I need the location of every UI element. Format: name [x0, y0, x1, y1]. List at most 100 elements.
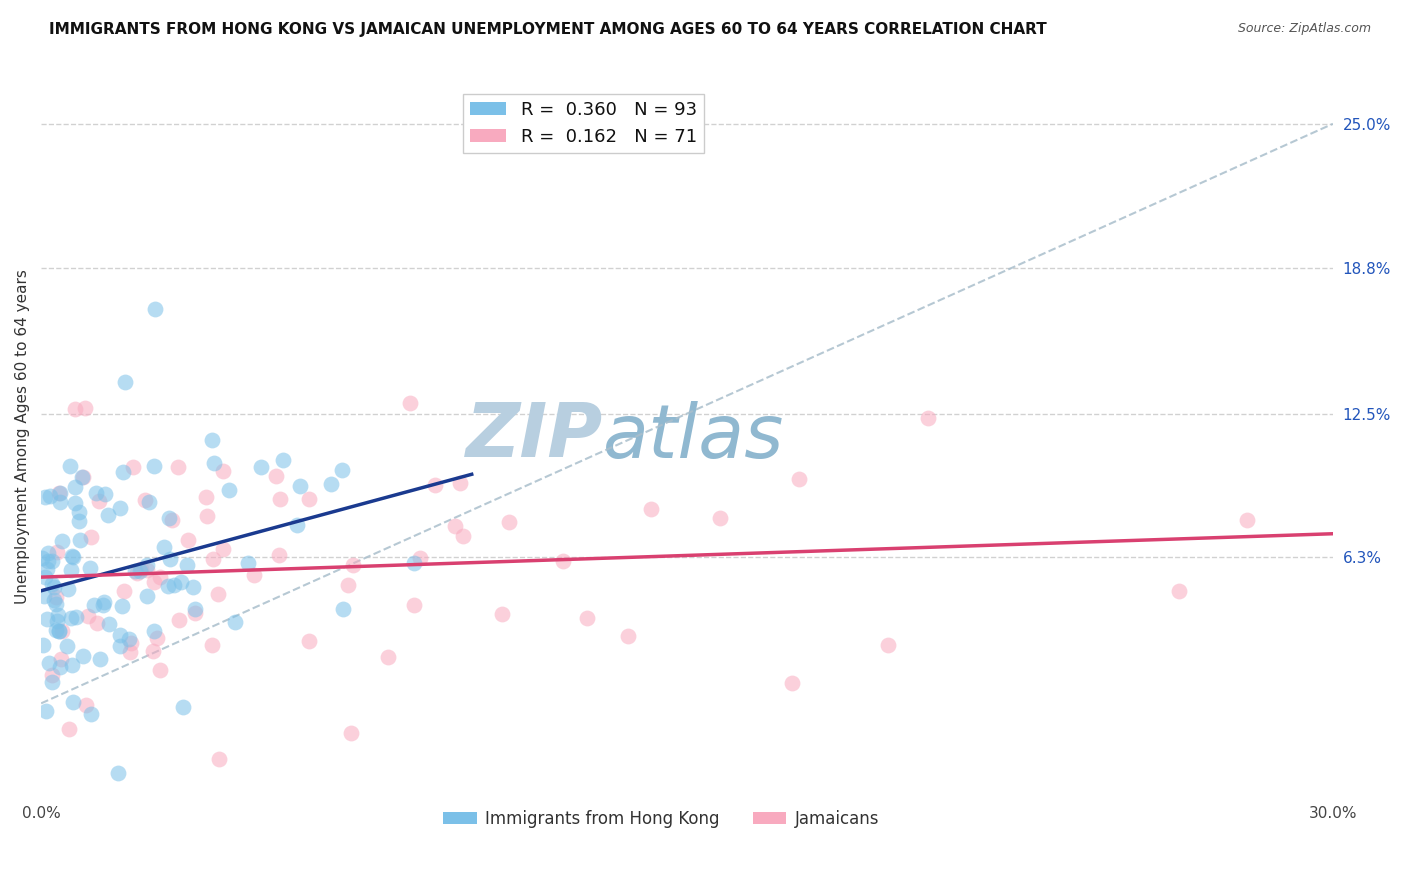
- Point: [181, 581, 204, 595]
- Point: [111, 599, 134, 613]
- Point: [32, 638, 55, 652]
- Point: [166, 460, 188, 475]
- Point: [243, 568, 266, 582]
- Point: [45, 623, 67, 637]
- Point: [38, 656, 60, 670]
- Point: [157, 511, 180, 525]
- Point: [49, 660, 72, 674]
- Point: [211, 541, 233, 556]
- Point: [41, 675, 63, 690]
- Point: [576, 610, 599, 624]
- Point: [49, 494, 72, 508]
- Point: [491, 607, 513, 621]
- Text: ZIP: ZIP: [465, 401, 603, 474]
- Point: [46, 614, 69, 628]
- Point: [107, 765, 129, 780]
- Point: [93, 595, 115, 609]
- Point: [67, 505, 90, 519]
- Point: [84, 486, 107, 500]
- Point: [37, 553, 59, 567]
- Point: [172, 699, 194, 714]
- Point: [118, 645, 141, 659]
- Point: [142, 574, 165, 589]
- Point: [142, 644, 165, 658]
- Point: [404, 556, 426, 570]
- Point: [780, 676, 803, 690]
- Point: [177, 533, 200, 548]
- Point: [51, 624, 73, 639]
- Point: [45, 590, 67, 604]
- Point: [200, 638, 222, 652]
- Point: [787, 472, 810, 486]
- Point: [45, 598, 67, 612]
- Point: [34, 490, 56, 504]
- Point: [207, 587, 229, 601]
- Point: [269, 491, 291, 506]
- Point: [271, 452, 294, 467]
- Point: [63, 480, 86, 494]
- Point: [60, 549, 83, 563]
- Point: [127, 566, 149, 580]
- Point: [267, 549, 290, 563]
- Point: [37, 546, 59, 560]
- Point: [340, 726, 363, 740]
- Point: [59, 564, 82, 578]
- Point: [917, 410, 939, 425]
- Point: [551, 554, 574, 568]
- Point: [77, 609, 100, 624]
- Point: [330, 463, 353, 477]
- Point: [80, 530, 103, 544]
- Point: [129, 564, 152, 578]
- Point: [35, 611, 58, 625]
- Point: [146, 631, 169, 645]
- Point: [86, 616, 108, 631]
- Point: [640, 502, 662, 516]
- Point: [136, 558, 159, 573]
- Point: [108, 628, 131, 642]
- Point: [72, 470, 94, 484]
- Text: atlas: atlas: [603, 401, 785, 473]
- Point: [49, 486, 72, 500]
- Point: [75, 698, 97, 712]
- Point: [89, 652, 111, 666]
- Point: [114, 376, 136, 390]
- Point: [290, 478, 312, 492]
- Point: [83, 599, 105, 613]
- Point: [444, 519, 467, 533]
- Point: [41, 668, 63, 682]
- Point: [58, 458, 80, 473]
- Point: [617, 629, 640, 643]
- Point: [195, 491, 218, 505]
- Point: [35, 561, 58, 575]
- Point: [202, 552, 225, 566]
- Point: [124, 564, 146, 578]
- Point: [143, 301, 166, 316]
- Point: [218, 483, 240, 498]
- Point: [56, 639, 79, 653]
- Point: [285, 518, 308, 533]
- Point: [35, 704, 58, 718]
- Point: [208, 752, 231, 766]
- Point: [108, 639, 131, 653]
- Point: [167, 614, 190, 628]
- Point: [65, 610, 87, 624]
- Point: [162, 578, 184, 592]
- Point: [34, 570, 56, 584]
- Point: [48, 624, 70, 638]
- Point: [176, 558, 198, 572]
- Point: [72, 649, 94, 664]
- Point: [41, 577, 63, 591]
- Point: [31, 550, 53, 565]
- Point: [398, 396, 420, 410]
- Point: [142, 624, 165, 639]
- Point: [97, 508, 120, 522]
- Point: [134, 492, 156, 507]
- Point: [142, 458, 165, 473]
- Text: IMMIGRANTS FROM HONG KONG VS JAMAICAN UNEMPLOYMENT AMONG AGES 60 TO 64 YEARS COR: IMMIGRANTS FROM HONG KONG VS JAMAICAN UN…: [49, 22, 1047, 37]
- Point: [120, 636, 142, 650]
- Point: [58, 582, 80, 597]
- Point: [48, 607, 70, 622]
- Point: [58, 722, 80, 736]
- Point: [1236, 513, 1258, 527]
- Point: [49, 652, 72, 666]
